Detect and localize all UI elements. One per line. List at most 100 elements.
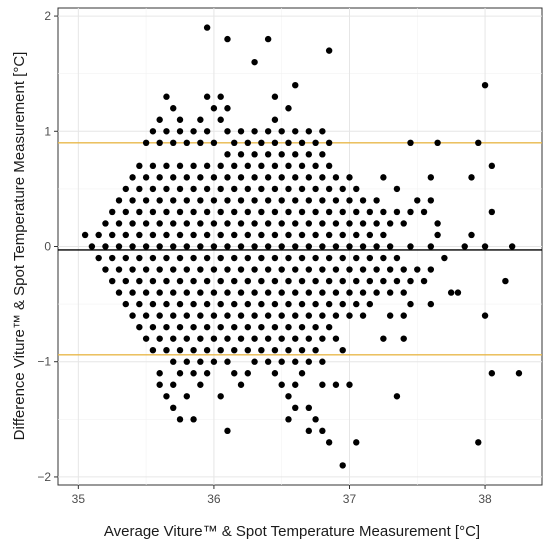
data-point <box>197 197 204 204</box>
data-point <box>258 277 265 285</box>
y-tick-label: −1 <box>37 355 51 369</box>
data-point <box>380 231 387 239</box>
data-point <box>305 358 313 365</box>
data-point <box>95 231 102 239</box>
data-point <box>203 254 211 262</box>
data-point <box>224 197 231 204</box>
data-point <box>197 266 204 273</box>
data-point <box>190 254 197 262</box>
data-point <box>231 208 238 216</box>
data-point <box>156 220 163 227</box>
data-point <box>285 254 292 262</box>
data-point <box>237 151 245 158</box>
x-axis-label: Average Viture™ & Spot Temperature Measu… <box>104 523 480 540</box>
data-point <box>258 185 265 193</box>
data-point <box>339 208 346 216</box>
data-point <box>109 277 116 285</box>
data-point <box>136 185 143 193</box>
data-point <box>305 197 313 204</box>
data-point <box>231 139 238 147</box>
data-point <box>319 312 326 319</box>
data-point <box>203 277 211 285</box>
data-point <box>278 381 285 388</box>
data-point <box>298 370 306 377</box>
data-point <box>176 231 184 239</box>
data-point <box>319 358 326 365</box>
data-point <box>210 358 218 365</box>
data-point <box>264 35 272 43</box>
data-point <box>170 174 177 181</box>
data-point <box>359 289 367 296</box>
data-point <box>427 174 435 181</box>
data-point <box>325 254 333 262</box>
data-point <box>285 277 292 285</box>
data-point <box>278 266 285 273</box>
data-point <box>319 128 326 135</box>
data-point <box>339 346 346 354</box>
data-point <box>163 277 170 285</box>
data-point <box>237 381 245 388</box>
data-point <box>203 185 211 193</box>
data-point <box>251 128 258 135</box>
data-point <box>217 346 224 354</box>
data-point <box>475 439 482 446</box>
data-point <box>285 208 292 216</box>
data-point <box>176 416 184 423</box>
data-point <box>163 231 170 239</box>
data-point <box>319 335 326 342</box>
data-point <box>115 197 123 204</box>
data-point <box>305 174 313 181</box>
data-point <box>176 162 184 170</box>
data-point <box>353 300 360 308</box>
data-point <box>136 231 143 239</box>
data-point <box>305 335 313 342</box>
data-point <box>264 128 272 135</box>
data-point <box>197 139 204 147</box>
data-point <box>183 220 190 227</box>
data-point <box>251 312 258 319</box>
data-point <box>251 220 258 227</box>
data-point <box>264 266 272 273</box>
data-point <box>298 323 306 331</box>
data-point <box>217 300 224 308</box>
data-point <box>217 277 224 285</box>
data-point <box>149 231 157 239</box>
data-point <box>136 277 143 285</box>
data-point <box>271 231 279 239</box>
data-point <box>434 139 441 147</box>
data-point <box>366 231 374 239</box>
data-point <box>292 335 299 342</box>
data-point <box>400 335 407 342</box>
data-point <box>129 312 136 319</box>
x-tick-label: 38 <box>478 492 492 506</box>
data-point <box>156 335 163 342</box>
data-point <box>190 208 197 216</box>
data-point <box>224 151 231 158</box>
data-point <box>224 266 231 273</box>
data-point <box>183 358 190 365</box>
data-point <box>156 289 163 296</box>
data-point <box>190 370 197 377</box>
data-point <box>231 370 238 377</box>
data-point <box>332 243 340 250</box>
data-point <box>319 174 326 181</box>
data-point <box>170 197 177 204</box>
data-point <box>197 243 204 250</box>
data-point <box>176 116 184 123</box>
data-point <box>122 254 129 262</box>
data-point <box>292 266 299 273</box>
data-point <box>149 185 157 193</box>
data-point <box>312 277 319 285</box>
data-point <box>142 289 150 296</box>
data-point <box>339 231 346 239</box>
data-point <box>292 312 299 319</box>
data-point <box>190 416 197 423</box>
data-point <box>312 300 319 308</box>
data-point <box>163 393 170 400</box>
data-point <box>407 139 414 147</box>
data-point <box>407 243 414 250</box>
data-point <box>210 335 218 342</box>
data-point <box>258 323 265 331</box>
data-point <box>271 370 279 377</box>
data-point <box>271 300 279 308</box>
